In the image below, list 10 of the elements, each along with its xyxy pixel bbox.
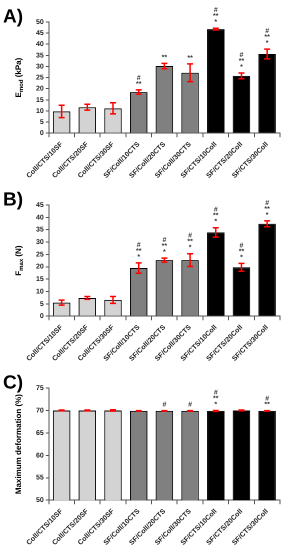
bar — [232, 267, 250, 316]
bar — [232, 76, 250, 133]
bar — [258, 54, 276, 133]
y-axis-title: Maximum deformation (%) — [14, 394, 23, 494]
bar — [258, 224, 276, 316]
bar — [207, 29, 225, 133]
chart-title: C) — [3, 372, 24, 394]
bar — [207, 232, 225, 316]
chart-title: A) — [3, 6, 24, 28]
chart-title: B) — [3, 190, 24, 211]
